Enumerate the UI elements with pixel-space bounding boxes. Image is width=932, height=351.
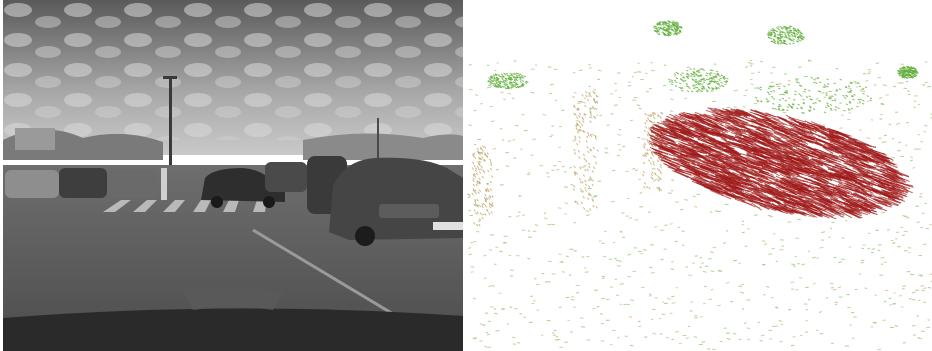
camera-image-panel bbox=[3, 0, 463, 351]
light-pole-head bbox=[163, 76, 177, 79]
car-left-2 bbox=[59, 168, 107, 198]
flow-visualization-panel bbox=[467, 0, 932, 351]
light-pole-far bbox=[377, 118, 379, 168]
light-pole bbox=[169, 78, 172, 170]
windshield-reflection bbox=[183, 286, 283, 310]
car-audi-foreground bbox=[329, 157, 463, 240]
car-left-1 bbox=[5, 170, 59, 198]
license-plate bbox=[433, 222, 463, 230]
moving-object-flow-vectors bbox=[648, 107, 914, 220]
parking-lot-scene bbox=[3, 0, 463, 351]
crosswalk bbox=[103, 200, 267, 212]
car-right-far bbox=[265, 162, 307, 192]
car-center-dark bbox=[201, 168, 285, 202]
building bbox=[15, 128, 55, 150]
flow-vector-field bbox=[467, 20, 932, 351]
pedestrian bbox=[161, 168, 167, 200]
car-left-3 bbox=[107, 170, 157, 198]
audi-grille bbox=[379, 204, 439, 218]
cloud-texture bbox=[3, 0, 463, 140]
lane-marking bbox=[252, 228, 404, 322]
tree-line-right bbox=[303, 133, 463, 160]
dashboard bbox=[3, 308, 463, 351]
